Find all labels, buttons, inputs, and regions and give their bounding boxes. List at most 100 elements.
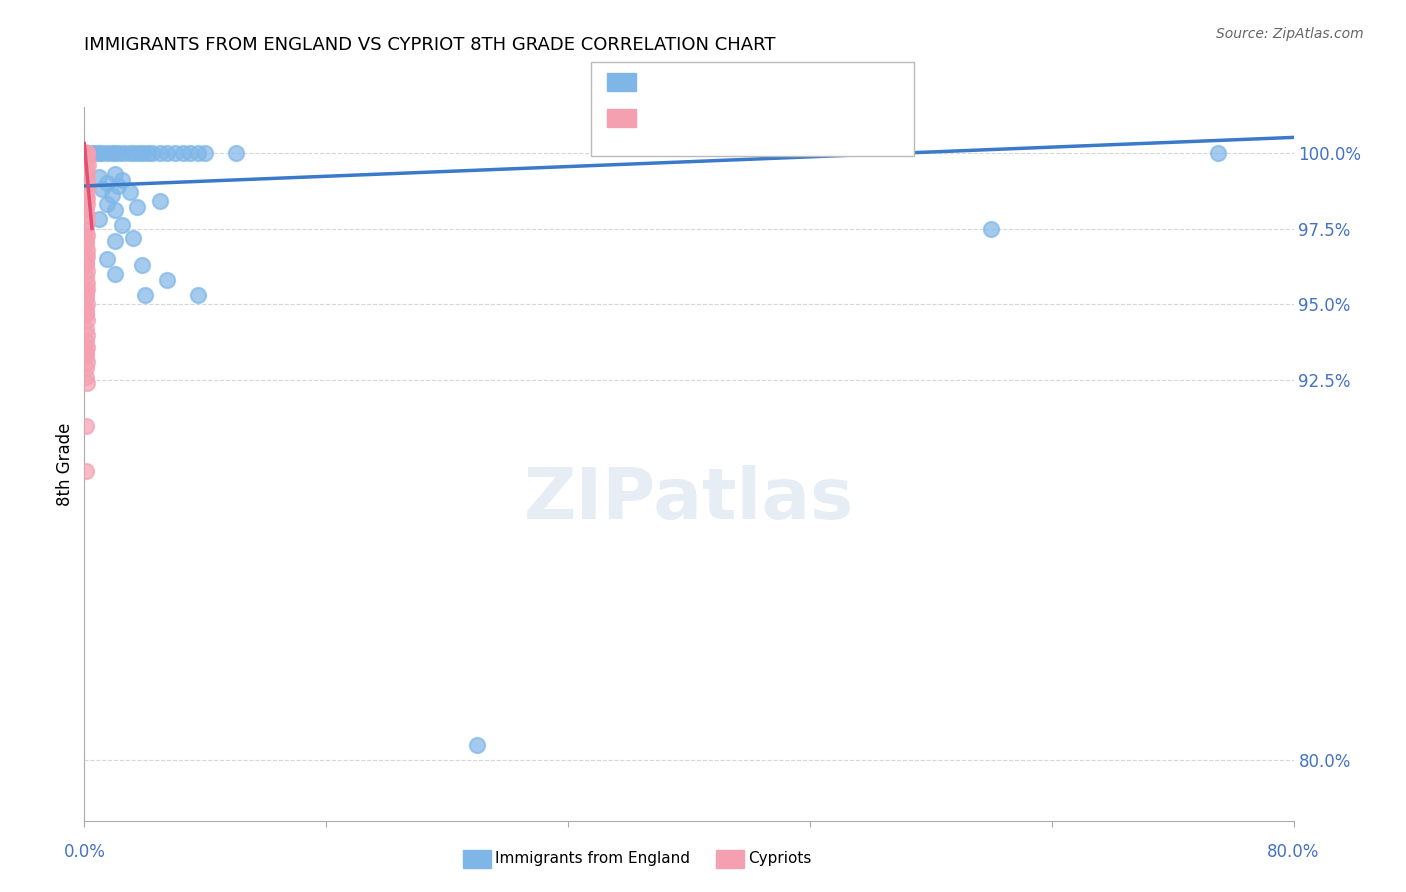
Point <box>76 297 98 311</box>
Point <box>104 234 127 248</box>
Text: ZIPatlas: ZIPatlas <box>524 465 853 534</box>
Point <box>96 176 118 190</box>
Point <box>76 197 98 211</box>
Point <box>89 212 111 227</box>
Point <box>75 303 97 318</box>
Point <box>104 203 127 218</box>
Point <box>100 145 122 160</box>
Y-axis label: 8th Grade: 8th Grade <box>56 422 75 506</box>
Point <box>141 145 163 160</box>
Point <box>149 145 172 160</box>
Point <box>89 145 111 160</box>
Point <box>76 145 98 160</box>
Point <box>132 145 155 160</box>
Point <box>76 282 98 296</box>
Point <box>131 258 153 272</box>
Point <box>75 370 97 384</box>
Point <box>75 236 97 251</box>
Text: N = 57: N = 57 <box>737 113 794 128</box>
Point <box>77 158 100 172</box>
Point <box>75 306 97 320</box>
Point <box>108 145 131 160</box>
Point <box>86 145 108 160</box>
Text: Source: ZipAtlas.com: Source: ZipAtlas.com <box>1216 27 1364 41</box>
Text: R = 0.214: R = 0.214 <box>645 78 721 93</box>
Point <box>76 145 98 160</box>
Point <box>76 340 98 354</box>
Point <box>89 169 111 184</box>
Point <box>75 203 97 218</box>
Point <box>187 288 209 302</box>
Point <box>134 288 156 302</box>
Point <box>111 173 134 187</box>
Point <box>76 152 98 166</box>
Point <box>75 465 97 479</box>
Point <box>75 349 97 363</box>
Point <box>75 343 97 357</box>
Point <box>75 161 97 175</box>
Point <box>112 145 135 160</box>
Point <box>76 355 98 369</box>
Point <box>75 230 97 244</box>
Point <box>156 145 179 160</box>
Point <box>107 179 129 194</box>
Point <box>80 145 103 160</box>
Point <box>149 194 172 209</box>
Point <box>75 291 97 305</box>
Point <box>91 145 114 160</box>
Point <box>76 227 98 242</box>
Point <box>122 145 145 160</box>
Point <box>75 322 97 336</box>
Point <box>75 185 97 199</box>
Point <box>75 288 97 302</box>
Text: N = 46: N = 46 <box>737 78 794 93</box>
Point <box>100 188 122 202</box>
Point <box>76 327 98 342</box>
Point <box>111 219 134 233</box>
Point <box>76 167 98 181</box>
Point <box>76 191 98 205</box>
Point <box>1206 145 1229 160</box>
Point <box>75 361 97 376</box>
Point <box>76 276 98 290</box>
Point <box>76 264 98 278</box>
Point <box>91 182 114 196</box>
Point <box>75 418 97 433</box>
Point <box>75 188 97 202</box>
Point <box>980 221 1002 235</box>
Point <box>96 145 118 160</box>
Point <box>76 376 98 391</box>
Point <box>121 230 143 244</box>
Text: 0.0%: 0.0% <box>63 843 105 861</box>
Point <box>187 145 209 160</box>
Point <box>128 145 150 160</box>
Point <box>75 234 97 248</box>
Point <box>75 285 97 300</box>
Point <box>127 200 149 214</box>
Point <box>75 270 97 285</box>
Point <box>194 145 217 160</box>
Point <box>156 273 179 287</box>
Point <box>118 145 141 160</box>
Text: R = 0.421: R = 0.421 <box>645 113 721 128</box>
Point <box>96 197 118 211</box>
Point <box>77 179 100 194</box>
Point <box>75 179 97 194</box>
Point <box>76 145 98 160</box>
Point <box>75 176 97 190</box>
Point <box>467 738 489 752</box>
Point <box>75 145 97 160</box>
Point <box>76 249 98 263</box>
Point <box>75 252 97 266</box>
Point <box>75 346 97 360</box>
Text: Cypriots: Cypriots <box>748 852 811 866</box>
Text: 80.0%: 80.0% <box>1267 843 1320 861</box>
Point <box>75 258 97 272</box>
Point <box>76 312 98 326</box>
Point <box>75 145 97 160</box>
Point <box>75 145 97 160</box>
Point <box>76 173 98 187</box>
Point <box>104 167 127 181</box>
Point <box>75 334 97 348</box>
Point <box>136 145 159 160</box>
